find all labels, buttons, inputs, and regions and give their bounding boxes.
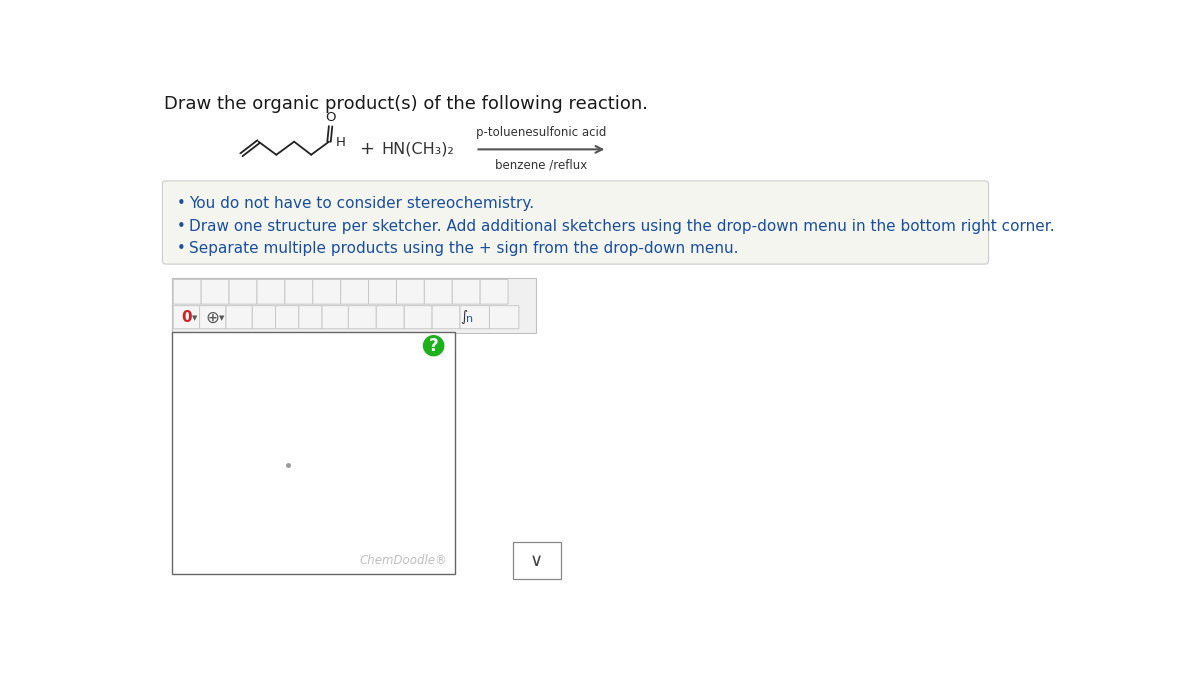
FancyBboxPatch shape — [480, 279, 508, 304]
FancyBboxPatch shape — [257, 279, 284, 304]
Text: ∨: ∨ — [530, 551, 544, 570]
Text: Draw the organic product(s) of the following reaction.: Draw the organic product(s) of the follo… — [164, 95, 648, 114]
Text: •: • — [176, 241, 185, 256]
FancyBboxPatch shape — [229, 279, 257, 304]
FancyBboxPatch shape — [490, 306, 518, 328]
FancyBboxPatch shape — [299, 306, 322, 328]
Text: •: • — [176, 197, 185, 211]
FancyBboxPatch shape — [173, 279, 202, 304]
Text: n: n — [466, 313, 473, 324]
Text: benzene /reflux: benzene /reflux — [496, 158, 588, 171]
Text: Draw one structure per sketcher. Add additional sketchers using the drop-down me: Draw one structure per sketcher. Add add… — [188, 219, 1055, 234]
FancyBboxPatch shape — [460, 306, 490, 328]
Text: p-toluenesulfonic acid: p-toluenesulfonic acid — [476, 126, 606, 139]
FancyBboxPatch shape — [396, 279, 425, 304]
Text: ChemDoodle®: ChemDoodle® — [359, 554, 446, 566]
Text: You do not have to consider stereochemistry.: You do not have to consider stereochemis… — [188, 197, 534, 211]
FancyBboxPatch shape — [162, 181, 989, 264]
FancyBboxPatch shape — [377, 306, 404, 328]
FancyBboxPatch shape — [322, 306, 348, 328]
FancyBboxPatch shape — [284, 279, 313, 304]
FancyBboxPatch shape — [313, 279, 341, 304]
Text: H: H — [336, 136, 346, 149]
FancyBboxPatch shape — [199, 306, 226, 328]
Text: Separate multiple products using the + sign from the drop-down menu.: Separate multiple products using the + s… — [188, 241, 738, 256]
Text: HN(CH₃)₂: HN(CH₃)₂ — [382, 142, 454, 157]
FancyBboxPatch shape — [425, 279, 452, 304]
Text: ▼: ▼ — [218, 315, 224, 321]
Text: ?: ? — [428, 337, 438, 355]
FancyBboxPatch shape — [432, 306, 460, 328]
Text: 0: 0 — [181, 311, 192, 326]
FancyBboxPatch shape — [348, 306, 377, 328]
Text: O: O — [325, 111, 336, 124]
Circle shape — [424, 336, 444, 356]
Text: ⊕: ⊕ — [206, 309, 220, 327]
Bar — [512, 542, 560, 579]
FancyBboxPatch shape — [341, 279, 368, 304]
FancyBboxPatch shape — [368, 279, 396, 304]
FancyBboxPatch shape — [226, 306, 252, 328]
FancyBboxPatch shape — [404, 306, 432, 328]
Text: ∫: ∫ — [461, 310, 468, 324]
Text: +: + — [360, 140, 374, 158]
Bar — [172, 332, 455, 575]
FancyBboxPatch shape — [252, 306, 276, 328]
FancyBboxPatch shape — [276, 306, 299, 328]
FancyBboxPatch shape — [452, 279, 480, 304]
Text: •: • — [176, 219, 185, 234]
FancyBboxPatch shape — [173, 306, 199, 328]
Text: ▼: ▼ — [192, 315, 198, 321]
FancyBboxPatch shape — [202, 279, 229, 304]
Bar — [172, 278, 536, 333]
